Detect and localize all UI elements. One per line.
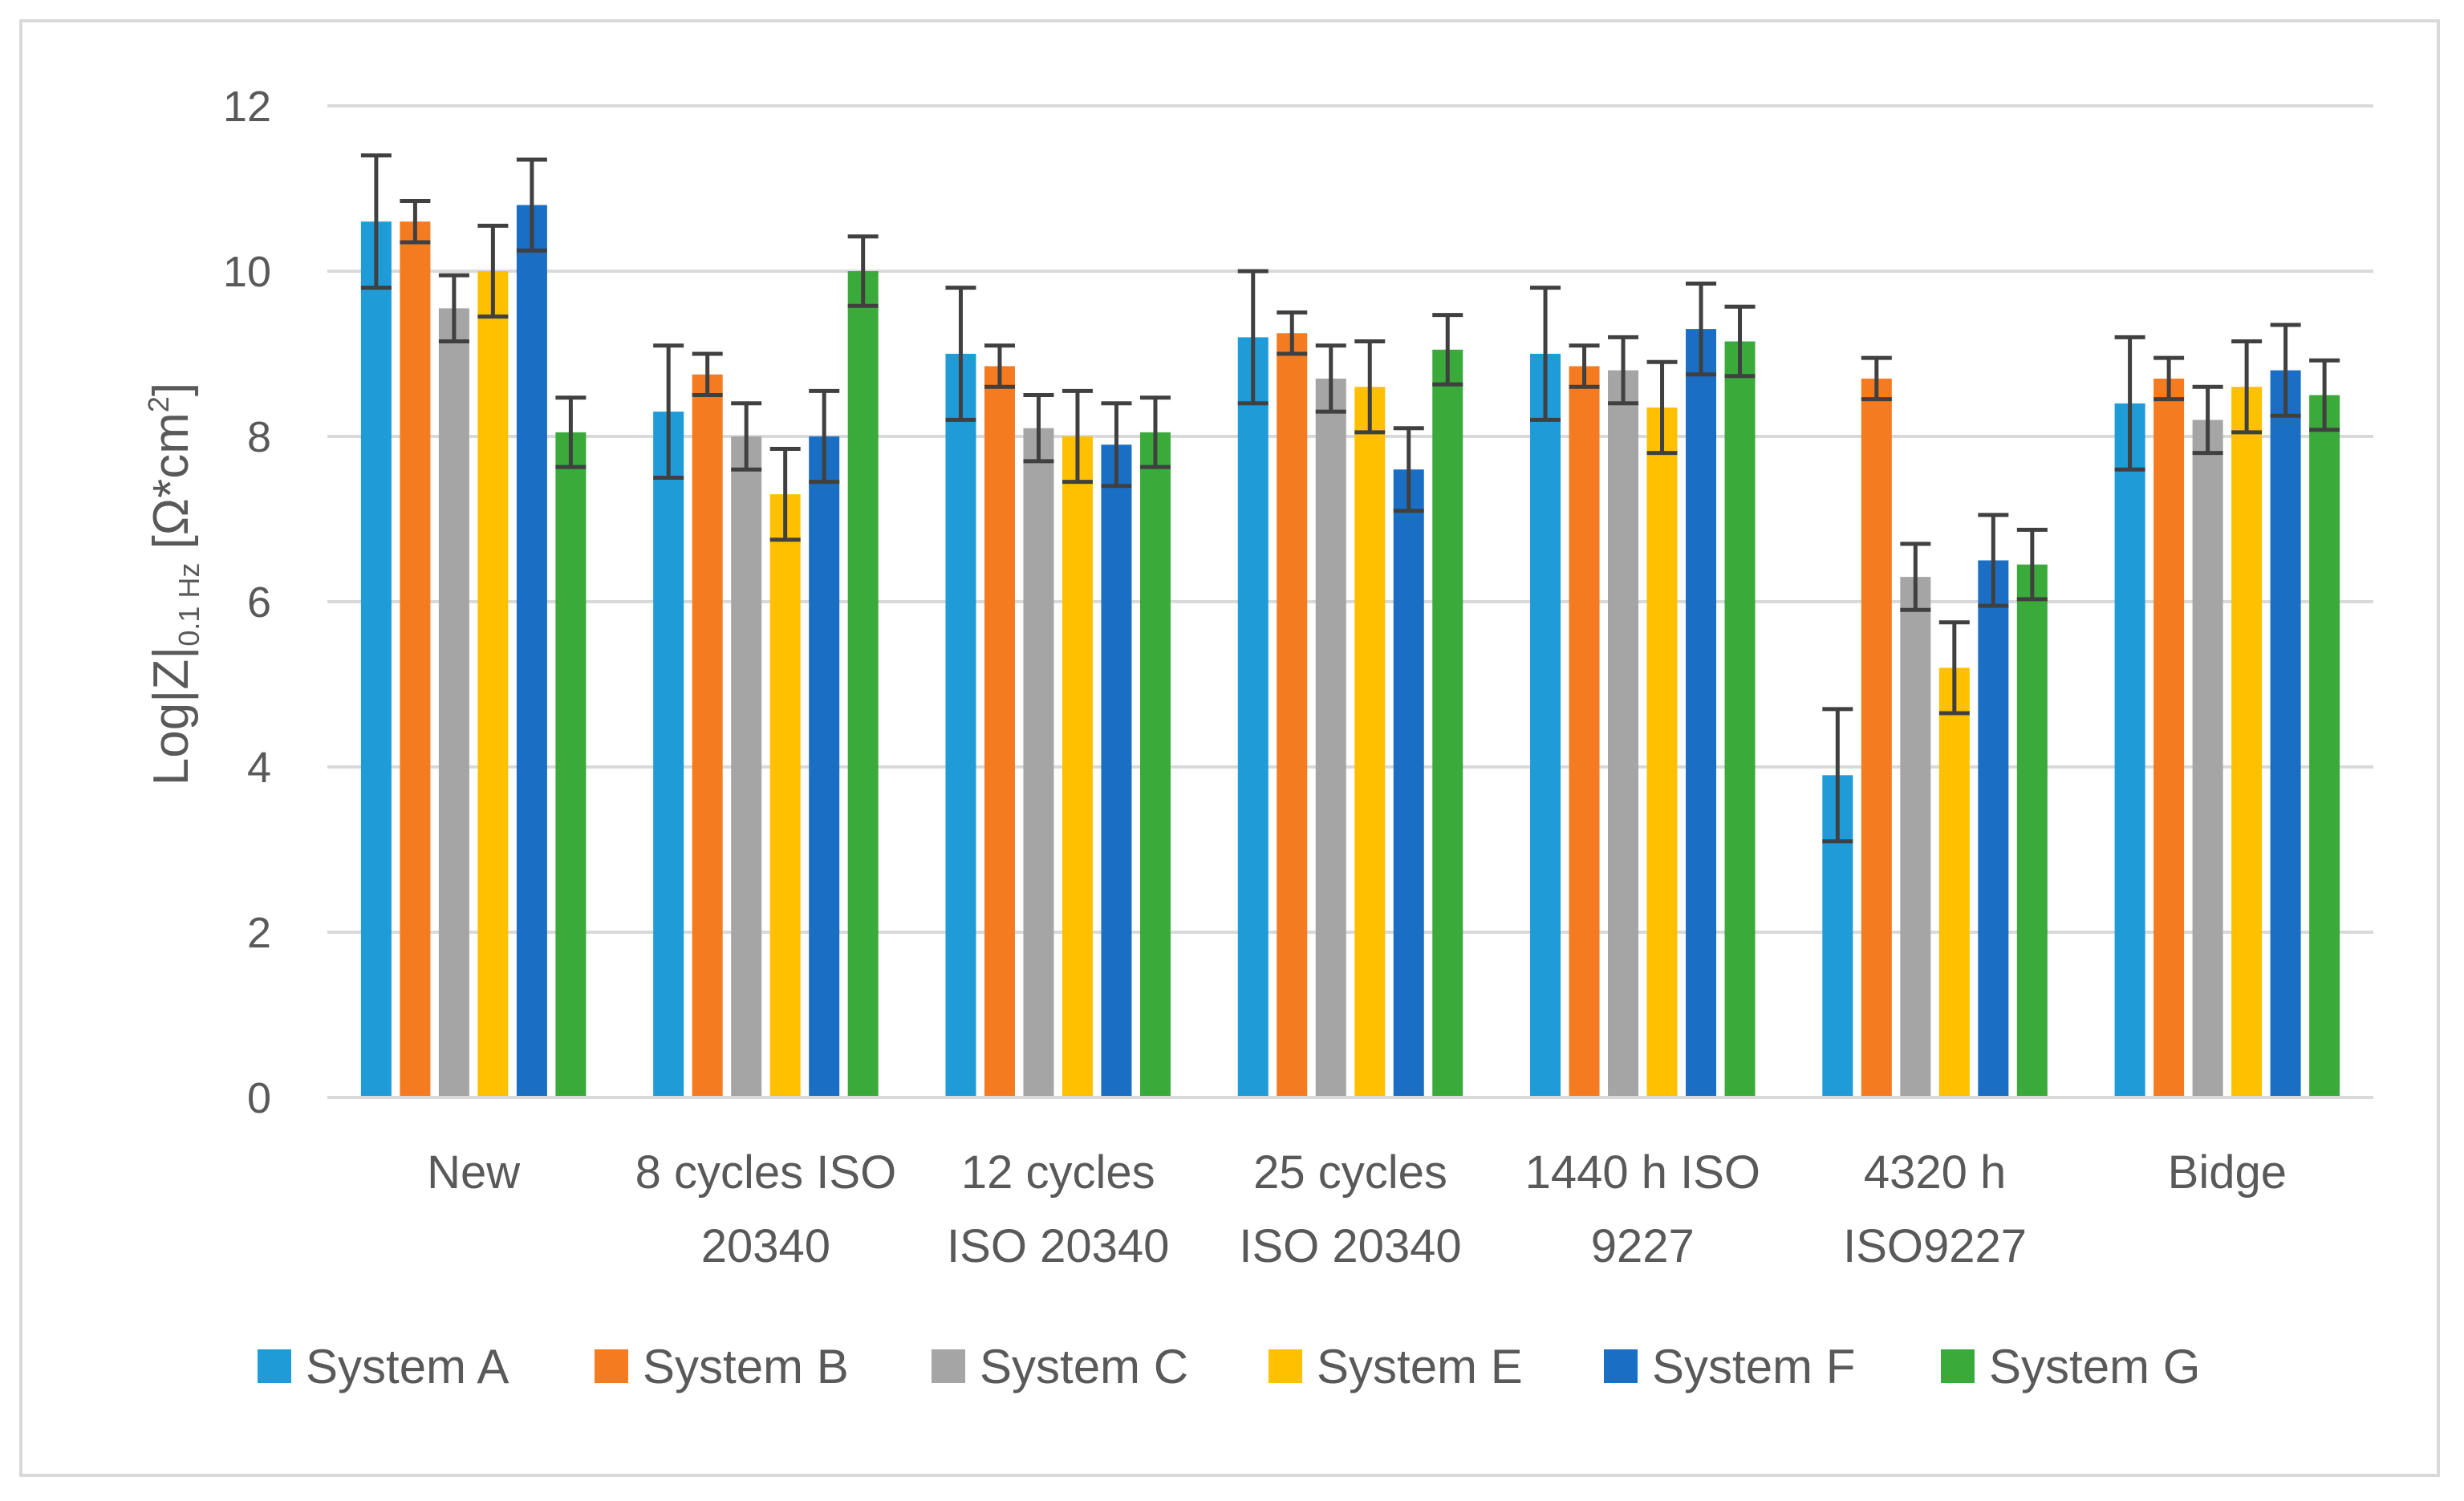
x-category-label: 12 cycles ISO 20340 bbox=[947, 1146, 1169, 1272]
legend-swatch-system-b bbox=[595, 1349, 628, 1383]
bar-system-e bbox=[1354, 387, 1386, 1097]
legend-swatch-system-a bbox=[258, 1349, 291, 1383]
bar-system-a bbox=[2114, 403, 2145, 1097]
x-category-label: New bbox=[427, 1146, 521, 1199]
bar-system-a bbox=[945, 354, 976, 1097]
bar-system-g bbox=[1724, 341, 1756, 1097]
bar-system-g bbox=[2309, 395, 2340, 1097]
bar-system-a bbox=[1237, 337, 1269, 1097]
legend: System A System B System C System E System F… bbox=[258, 1340, 2200, 1393]
bar-system-e bbox=[1646, 407, 1678, 1097]
bar-system-c bbox=[1315, 378, 1346, 1097]
bar-system-f bbox=[1978, 560, 2009, 1097]
bar-system-b bbox=[1569, 366, 1600, 1097]
bar-system-f bbox=[1101, 444, 1132, 1097]
x-axis-categories: New 8 cycles ISO 20340 12 cycles ISO 20340 25… bbox=[427, 1146, 2287, 1272]
y-tick-label: 2 bbox=[247, 909, 271, 957]
bar-system-e bbox=[1062, 436, 1093, 1097]
bar-system-a bbox=[1530, 354, 1561, 1097]
bar-system-c bbox=[1023, 428, 1054, 1097]
bar-system-c bbox=[1608, 370, 1639, 1098]
gridlines bbox=[327, 104, 2373, 934]
bar-system-f bbox=[1686, 329, 1717, 1098]
legend-swatch-system-e bbox=[1269, 1349, 1302, 1383]
x-category-label: 1440 h ISO 9227 bbox=[1525, 1146, 1760, 1272]
bar-system-g bbox=[847, 271, 879, 1097]
y-tick-label: 12 bbox=[223, 83, 271, 131]
legend-swatch-system-c bbox=[932, 1349, 965, 1383]
bar-system-f bbox=[1393, 469, 1424, 1097]
bar-chart: 0 2 4 6 8 10 12 New 8 cycles ISO 20340 12 cycles I… bbox=[142, 83, 2373, 1393]
legend-label: System A bbox=[306, 1340, 509, 1393]
y-tick-label: 6 bbox=[247, 578, 271, 627]
bar-system-f bbox=[809, 436, 840, 1097]
y-axis-ticks: 0 2 4 6 8 10 12 bbox=[223, 83, 271, 1122]
error-bars bbox=[360, 153, 2340, 844]
bar-system-f bbox=[2270, 370, 2301, 1098]
y-tick-label: 4 bbox=[247, 744, 271, 792]
bar-system-c bbox=[1900, 577, 1931, 1097]
bar-system-e bbox=[477, 271, 509, 1097]
bar-system-g bbox=[1139, 432, 1171, 1097]
bar-system-a bbox=[360, 221, 392, 1098]
legend-swatch-system-g bbox=[1941, 1349, 1975, 1383]
bar-system-b bbox=[984, 366, 1015, 1097]
bar-system-g bbox=[1432, 349, 1463, 1098]
y-axis-title: Log|Z|0.1 Hz [Ω*cm2] bbox=[142, 383, 205, 785]
bar-series bbox=[360, 205, 2340, 1098]
legend-label: System G bbox=[1989, 1340, 2200, 1393]
bar-system-b bbox=[2153, 378, 2185, 1097]
bar-system-b bbox=[692, 374, 723, 1097]
bar-system-c bbox=[2192, 420, 2223, 1097]
x-category-label: 8 cycles ISO 20340 bbox=[635, 1146, 897, 1272]
bar-system-c bbox=[731, 436, 762, 1097]
x-category-label: Bidge bbox=[2168, 1146, 2287, 1199]
bar-system-e bbox=[769, 494, 801, 1097]
chart-frame: 0 2 4 6 8 10 12 New 8 cycles ISO 20340 12 cycles I… bbox=[19, 19, 2440, 1477]
bar-system-e bbox=[2231, 387, 2263, 1097]
legend-label: System B bbox=[643, 1340, 849, 1393]
legend-label: System C bbox=[980, 1340, 1188, 1393]
bar-system-f bbox=[516, 205, 547, 1098]
bar-system-b bbox=[1861, 378, 1892, 1097]
x-category-label: 25 cycles ISO 20340 bbox=[1239, 1146, 1461, 1272]
y-tick-label: 0 bbox=[247, 1074, 271, 1122]
bar-system-g bbox=[2016, 564, 2048, 1097]
bar-system-b bbox=[400, 221, 431, 1098]
y-tick-label: 10 bbox=[223, 248, 271, 296]
x-category-label: 4320 h ISO9227 bbox=[1843, 1146, 2027, 1272]
legend-swatch-system-f bbox=[1604, 1349, 1638, 1383]
bar-system-g bbox=[555, 432, 587, 1097]
bar-system-a bbox=[653, 412, 684, 1097]
legend-label: System E bbox=[1317, 1340, 1523, 1393]
bar-system-e bbox=[1938, 667, 1970, 1097]
bar-system-b bbox=[1277, 333, 1308, 1097]
bar-system-c bbox=[438, 308, 469, 1098]
y-tick-label: 8 bbox=[247, 413, 271, 461]
legend-label: System F bbox=[1652, 1340, 1855, 1393]
